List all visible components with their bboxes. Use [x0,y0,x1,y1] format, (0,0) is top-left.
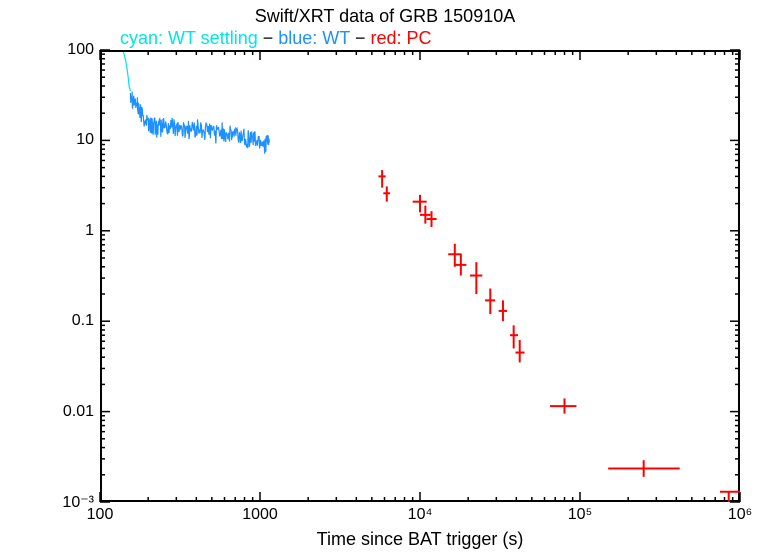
y-tick-label: 0.1 [72,312,94,330]
plot-svg [0,0,770,558]
x-tick-label: 1000 [242,506,278,524]
y-tick-label: 10⁻³ [62,492,94,512]
y-tick-label: 100 [67,41,94,59]
y-tick-label: 10 [76,131,94,149]
y-tick-label: 0.01 [63,403,94,421]
x-tick-label: 10⁶ [728,506,752,524]
x-tick-label: 10⁴ [408,506,433,524]
y-tick-label: 1 [85,222,94,240]
chart-container: Swift/XRT data of GRB 150910A cyan: WT s… [0,0,770,558]
x-tick-label: 10⁵ [568,506,592,524]
